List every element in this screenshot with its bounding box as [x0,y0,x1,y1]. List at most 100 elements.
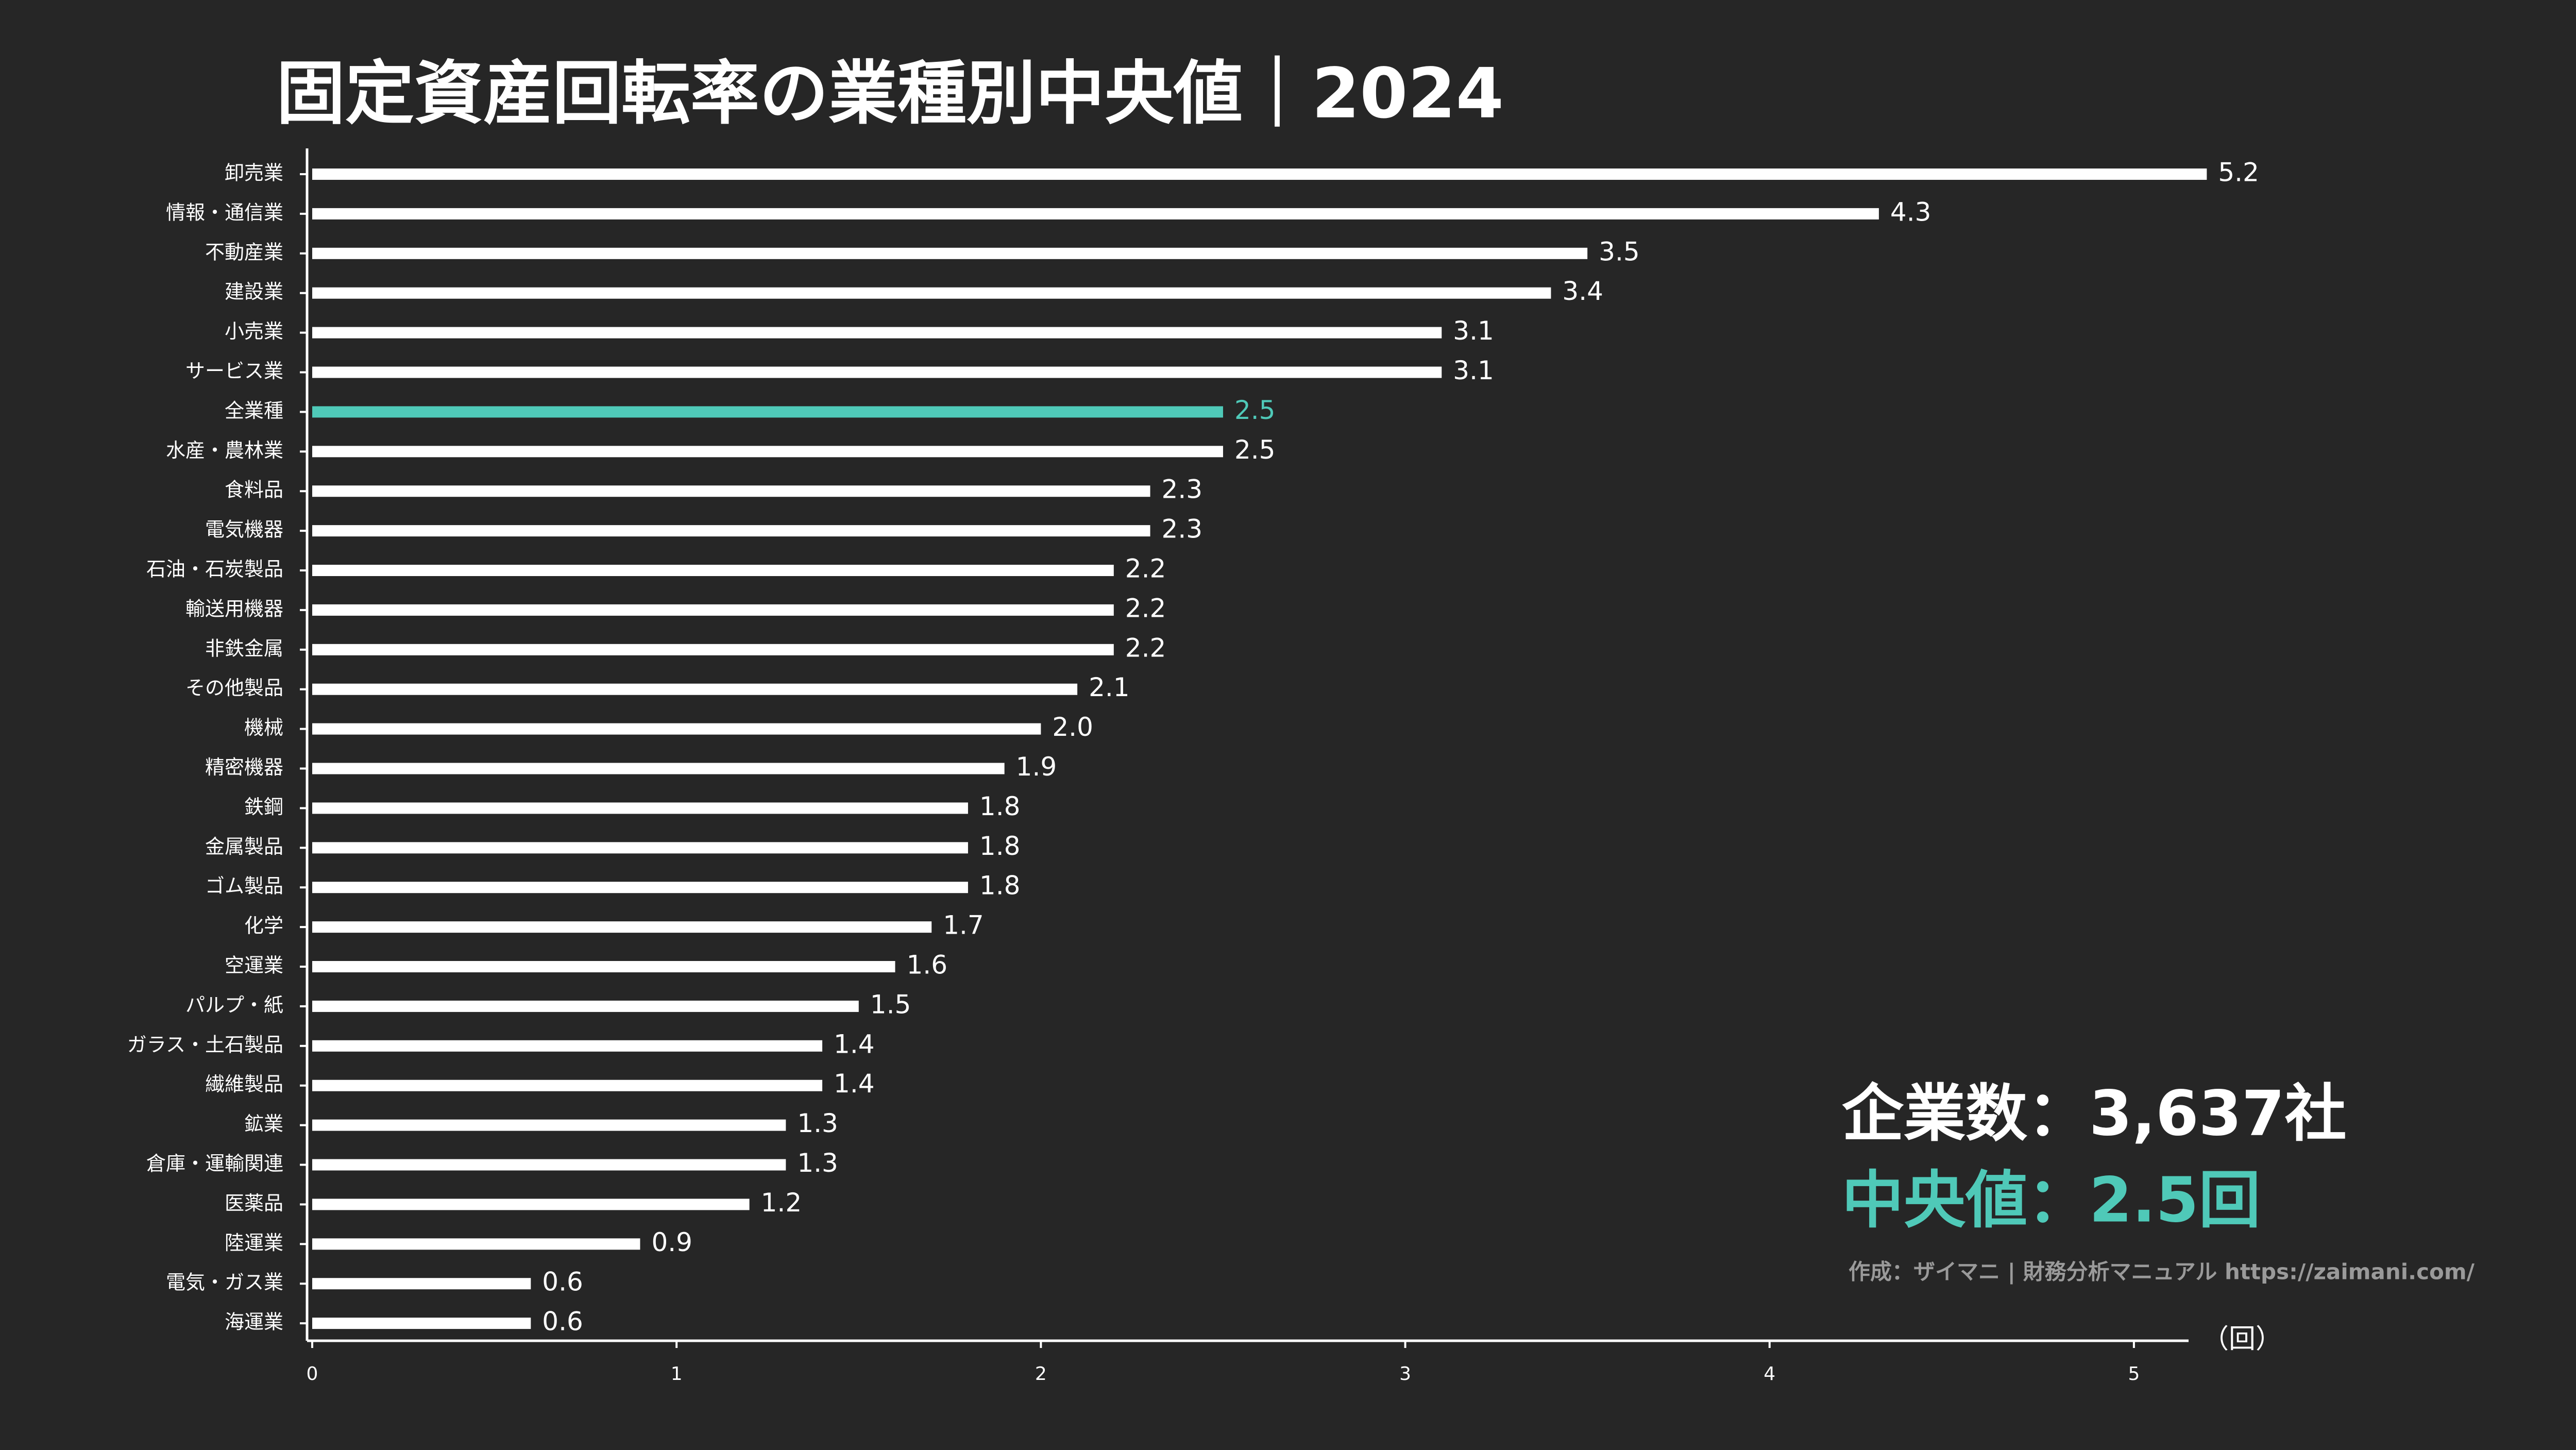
y-tick-label: 電気機器 [205,518,283,541]
bar [312,604,1114,616]
credit: 作成：ザイマニ | 財務分析マニュアル https://zaimani.com/ [1849,1259,2475,1285]
value-label: 3.1 [1453,316,1494,346]
bar [312,287,1551,299]
bar [312,1080,823,1091]
bar [312,446,1223,458]
bar [312,1119,786,1131]
value-label: 5.2 [2218,158,2259,188]
bar [312,763,1005,774]
bar [312,208,1879,220]
bar [312,882,968,893]
y-tick-label: サービス業 [185,360,283,382]
bar [312,565,1114,576]
x-tick-label: 3 [1399,1363,1411,1385]
x-tick-label: 5 [2128,1363,2140,1385]
bar [312,366,1442,378]
x-axis-label: （回） [2202,1324,2282,1355]
value-label: 1.8 [979,791,1021,821]
value-label: 2.2 [1125,593,1166,623]
bar [312,921,932,933]
y-tick-label: 鉱業 [244,1112,283,1135]
value-label: 1.9 [1016,752,1057,782]
y-tick-label: 機械 [244,716,283,739]
annotation-median: 中央値：2.5回 [1842,1165,2261,1237]
y-tick-label: ガラス・土石製品 [127,1033,283,1056]
y-tick-label: 石油・石炭製品 [146,558,283,581]
bar [312,644,1114,655]
bar [312,1040,823,1052]
x-tick-label: 1 [671,1363,683,1385]
value-label: 1.8 [979,871,1021,901]
bar [312,485,1150,497]
y-tick-label: ゴム製品 [205,875,283,898]
y-tick-label: 電気・ガス業 [166,1271,283,1294]
y-tick-label: 水産・農林業 [166,439,283,462]
bar [312,961,895,972]
bar [312,802,968,814]
y-tick-label: 小売業 [225,320,283,343]
bar [312,1199,750,1210]
bar [312,406,1223,418]
value-label: 2.3 [1162,514,1203,544]
y-tick-label: 倉庫・運輸関連 [146,1152,283,1175]
value-label: 3.1 [1453,356,1494,385]
y-tick-label: 全業種 [225,399,283,422]
bar [312,168,2207,180]
bar [312,1238,640,1250]
y-tick-label: 医薬品 [225,1192,283,1215]
value-label: 2.5 [1234,435,1276,465]
bar [312,327,1442,339]
bar [312,723,1041,735]
y-tick-label: 不動産業 [205,241,283,263]
value-label: 2.1 [1089,672,1130,702]
chart-title: 固定資産回転率の業種別中央値｜2024 [276,54,1504,134]
y-tick-label: 空運業 [225,954,283,977]
y-tick-label: 情報・通信業 [166,201,283,224]
value-label: 2.5 [1234,395,1276,425]
value-label: 1.4 [834,1069,875,1099]
value-label: 2.3 [1162,475,1203,504]
value-label: 0.9 [651,1227,692,1257]
value-label: 0.6 [542,1307,583,1337]
bar [312,1318,531,1329]
y-tick-label: 卸売業 [225,162,283,184]
value-label: 4.3 [1890,197,1931,227]
y-tick-label: 精密機器 [205,756,283,779]
value-label: 1.6 [906,950,947,980]
value-label: 1.2 [761,1188,802,1218]
y-tick-label: 陸運業 [225,1232,283,1254]
annotation-count: 企業数：3,637社 [1842,1078,2347,1150]
y-tick-label: パルプ・紙 [185,993,283,1016]
x-tick-label: 0 [307,1363,318,1385]
y-tick-label: 食料品 [225,479,283,501]
y-tick-label: 海運業 [225,1311,283,1334]
x-tick-label: 2 [1035,1363,1047,1385]
value-label: 0.6 [542,1267,583,1297]
x-tick-label: 4 [1764,1363,1775,1385]
y-tick-label: 金属製品 [205,835,283,858]
value-label: 1.7 [943,911,984,940]
value-label: 1.8 [979,831,1021,861]
value-label: 2.2 [1125,554,1166,584]
y-tick-label: 建設業 [225,280,283,303]
y-tick-label: その他製品 [185,677,283,699]
y-tick-label: 化学 [244,915,283,937]
bar [312,247,1588,259]
bar [312,525,1150,537]
y-tick-label: 非鉄金属 [205,637,283,660]
y-tick-label: 繊維製品 [205,1073,283,1095]
value-label: 2.2 [1125,633,1166,663]
value-label: 1.4 [834,1029,875,1059]
y-tick-label: 輸送用機器 [185,597,283,620]
y-tick-label: 鉄鋼 [244,796,283,818]
bar [312,1278,531,1290]
value-label: 1.5 [870,989,911,1019]
bar [312,1000,859,1012]
bar [312,683,1078,695]
value-label: 1.3 [797,1108,838,1138]
value-label: 1.3 [797,1148,838,1178]
bar [312,1159,786,1171]
bar [312,842,968,854]
value-label: 3.5 [1599,237,1640,266]
